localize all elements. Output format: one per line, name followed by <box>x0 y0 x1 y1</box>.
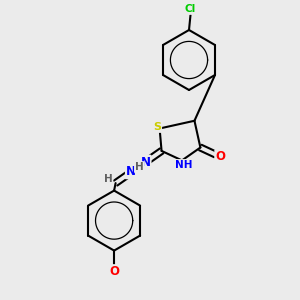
Text: Cl: Cl <box>185 4 196 14</box>
Text: O: O <box>215 150 225 163</box>
Text: O: O <box>109 265 119 278</box>
Text: H: H <box>135 162 144 172</box>
Text: N: N <box>141 156 151 169</box>
Text: H: H <box>104 175 112 184</box>
Text: NH: NH <box>175 160 192 170</box>
Text: S: S <box>153 122 161 132</box>
Text: N: N <box>126 165 136 178</box>
